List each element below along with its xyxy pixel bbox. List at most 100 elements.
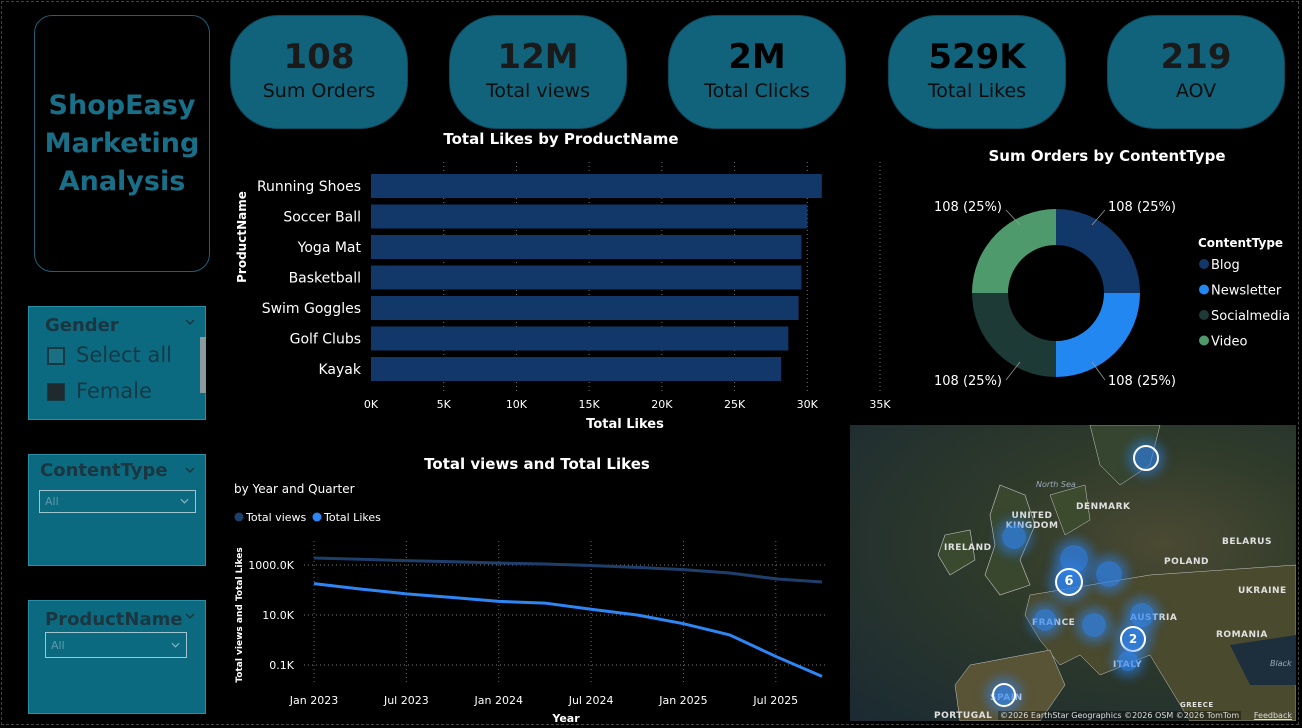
category-label: Soccer Ball — [283, 210, 361, 226]
dashboard-title-line: Analysis — [58, 165, 186, 197]
legend-swatch — [1199, 310, 1209, 320]
legend-label: Video — [1211, 335, 1247, 350]
bar-x-axis-label: Total Likes — [586, 417, 664, 432]
kpi-card-aov[interactable]: 219 AOV — [1107, 15, 1285, 129]
map-label: BELARUS — [1222, 537, 1272, 547]
map-label: Black — [1270, 659, 1292, 668]
slicer-title: Gender — [45, 315, 119, 336]
data-label: 108 (25%) — [1108, 374, 1176, 389]
gender-slicer: Gender Select all Female — [28, 306, 206, 420]
dashboard-title-line: Marketing — [44, 127, 200, 159]
map-label: ROMANIA — [1216, 630, 1268, 640]
kpi-label: Sum Orders — [262, 80, 376, 102]
scrollbar[interactable] — [200, 337, 206, 393]
bar — [371, 296, 799, 320]
category-label: Swim Goggles — [262, 301, 361, 317]
bar — [371, 265, 802, 290]
y-tick-label: 10.0K — [262, 609, 294, 622]
kpi-card-total-likes[interactable]: 529K Total Likes — [888, 15, 1066, 129]
map-bubble[interactable] — [1118, 651, 1138, 671]
contenttype-dropdown[interactable]: All — [39, 490, 196, 513]
views-and-likes-line-chart: Total views Total Likes 1000.0K10.0K0.1K … — [234, 511, 828, 725]
europe-map[interactable]: North Sea UNITED KINGDOM IRELAND DENMARK… — [850, 425, 1296, 721]
data-label: 108 (25%) — [934, 374, 1002, 389]
map-label: GREECE — [1180, 701, 1214, 709]
map-bubble[interactable] — [1002, 525, 1026, 549]
category-label: Kayak — [319, 362, 362, 378]
map-bubble[interactable] — [992, 683, 1016, 707]
legend-swatch — [1199, 259, 1209, 269]
bar — [371, 204, 808, 229]
bar — [371, 235, 802, 259]
line-y-axis-label: Total views and Total Likes — [235, 547, 245, 682]
leader-line — [1005, 209, 1021, 226]
chevron-down-icon[interactable] — [185, 317, 195, 327]
kpi-label: Total views — [485, 80, 591, 102]
slicer-title: ProductName — [45, 609, 183, 630]
leader-line — [1091, 209, 1106, 226]
option-label: Select all — [76, 343, 172, 367]
kpi-card-total-views[interactable]: 12M Total views — [449, 15, 627, 129]
productname-slicer: ProductName All — [28, 600, 206, 714]
x-tick-label: 15K — [579, 398, 601, 411]
map-label: POLAND — [1164, 557, 1209, 567]
line-chart-title: Total views and Total Likes — [424, 455, 650, 473]
slicer-option-select-all[interactable]: Select all — [47, 343, 172, 367]
x-tick-label: Jan 2024 — [474, 694, 523, 707]
map-bubble[interactable] — [1130, 603, 1154, 627]
category-label: Golf Clubs — [290, 332, 361, 348]
legend-swatch — [1199, 335, 1209, 346]
data-label: 108 (25%) — [934, 200, 1002, 215]
dropdown-value: All — [45, 495, 59, 508]
leader-line — [1091, 361, 1106, 381]
x-tick-label: 20K — [651, 398, 673, 411]
line-chart-subtitle: by Year and Quarter — [234, 482, 355, 496]
map-label: PORTUGAL — [934, 711, 993, 721]
map-attribution: ©2026 EarthStar Geographics ©2026 OSM ©2… — [998, 711, 1242, 720]
dashboard-title-card: ShopEasy Marketing Analysis — [34, 15, 210, 272]
legend-title: ContentType — [1198, 236, 1283, 250]
kpi-label: Total Likes — [927, 80, 1027, 102]
legend-swatch — [312, 512, 322, 522]
kpi-card-sum-orders[interactable]: 108 Sum Orders — [230, 15, 408, 129]
map-feedback-link[interactable]: Feedback — [1253, 711, 1292, 720]
contenttype-slicer: ContentType All — [28, 454, 206, 566]
kpi-value: 108 — [283, 37, 355, 77]
legend-label: Blog — [1211, 258, 1240, 273]
x-tick-label: Jul 2023 — [383, 694, 429, 707]
x-tick-label: 25K — [724, 398, 746, 411]
legend-label: Total Likes — [323, 511, 381, 524]
kpi-value: 219 — [1160, 37, 1232, 77]
map-cluster[interactable]: 2 — [1120, 626, 1146, 652]
map-bubble[interactable] — [1034, 609, 1056, 631]
legend-label: Total views — [245, 511, 307, 524]
chevron-down-icon — [171, 642, 180, 648]
kpi-value: 529K — [928, 37, 1026, 77]
checkbox-icon[interactable] — [47, 347, 65, 365]
slicer-option-female[interactable]: Female — [47, 379, 152, 403]
chevron-down-icon[interactable] — [185, 611, 195, 621]
legend-swatch — [1199, 284, 1209, 295]
kpi-label: Total Clicks — [704, 80, 810, 102]
kpi-value: 12M — [497, 37, 579, 77]
x-tick-label: 35K — [869, 398, 891, 411]
checkbox-icon[interactable] — [47, 383, 65, 401]
map-label: IRELAND — [944, 543, 992, 553]
chevron-down-icon[interactable] — [185, 465, 195, 475]
dashboard-title-line: ShopEasy — [48, 89, 196, 121]
x-tick-label: Jul 2025 — [752, 694, 798, 707]
map-label: DENMARK — [1076, 502, 1131, 512]
map-cluster[interactable]: 6 — [1055, 568, 1083, 596]
map-bubble[interactable] — [1096, 561, 1122, 587]
map-bubble[interactable] — [1133, 445, 1159, 471]
category-label: Basketball — [289, 271, 361, 287]
x-tick-label: Jan 2023 — [289, 694, 338, 707]
x-tick-label: 10K — [506, 398, 528, 411]
map-bubble[interactable] — [1082, 613, 1106, 637]
bar — [371, 174, 822, 198]
leader-line — [1005, 361, 1021, 381]
kpi-card-total-clicks[interactable]: 2M Total Clicks — [668, 15, 846, 129]
legend-label: Socialmedia — [1211, 309, 1290, 324]
productname-dropdown[interactable]: All — [45, 632, 187, 658]
map-label: UKRAINE — [1238, 586, 1287, 596]
